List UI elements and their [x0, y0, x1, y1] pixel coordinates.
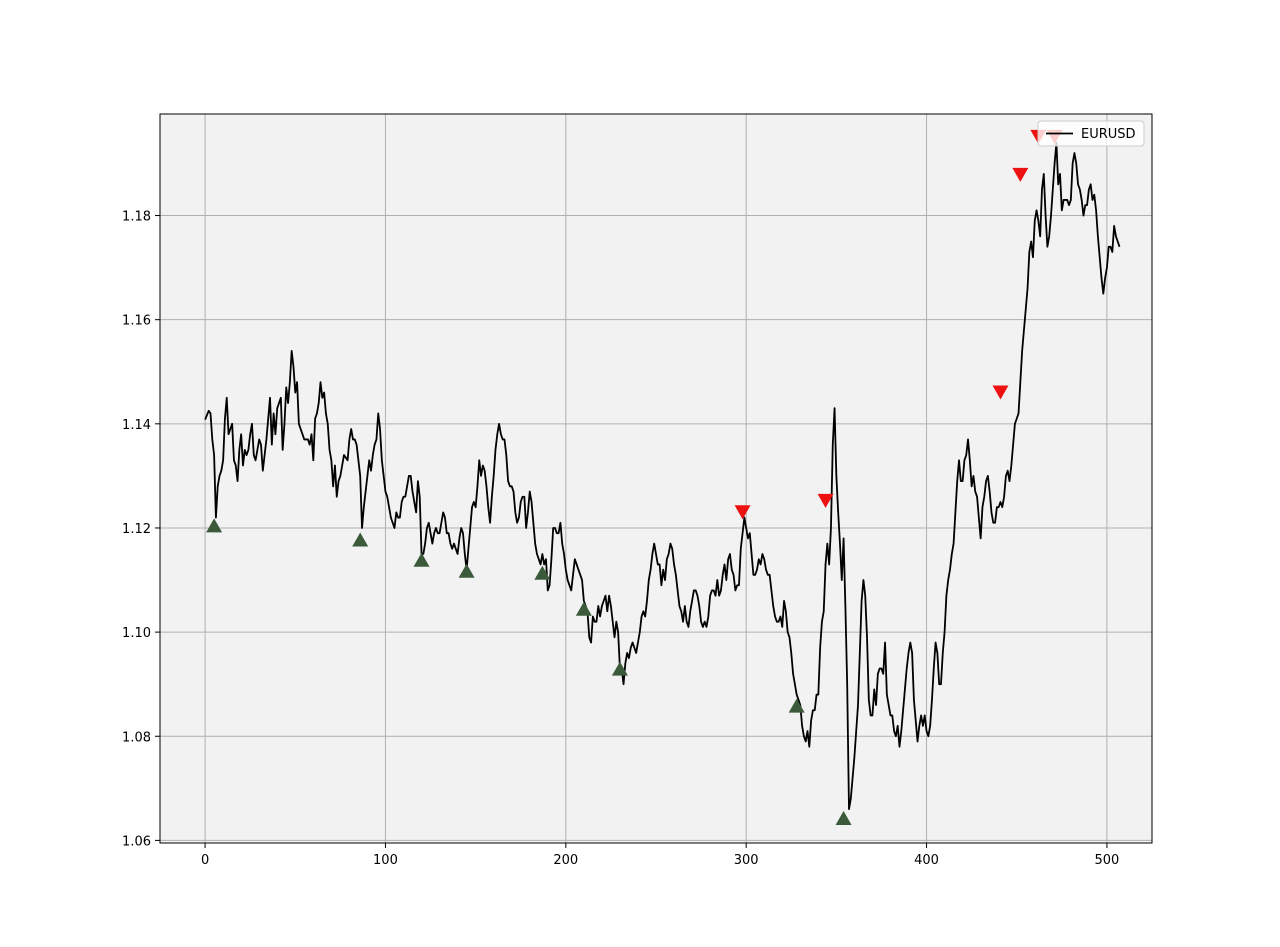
- buy-marker: [458, 563, 475, 578]
- legend-label: EURUSD: [1081, 127, 1136, 142]
- x-tick-label: 300: [734, 853, 759, 868]
- y-tick-label: 1.16: [122, 314, 151, 329]
- x-tick-label: 500: [1094, 853, 1119, 868]
- sell-marker: [1012, 167, 1029, 182]
- sell-marker: [734, 505, 751, 520]
- y-tick-label: 1.14: [122, 418, 151, 433]
- axis-ticks: 0 100 200 300 400 500 1.06 1.08 1.10 1.12 1.14 1.16…: [122, 210, 1119, 868]
- legend: EURUSD: [1037, 120, 1145, 147]
- buy-marker: [835, 811, 852, 826]
- plot-area-background: [160, 114, 1152, 843]
- x-tick-label: 0: [201, 853, 209, 868]
- y-tick-label: 1.06: [122, 834, 151, 849]
- x-tick-label: 400: [914, 853, 939, 868]
- x-tick-label: 200: [553, 853, 578, 868]
- y-tick-label: 1.12: [122, 522, 151, 537]
- buy-marker: [413, 552, 430, 567]
- buy-marker: [352, 532, 369, 547]
- sell-marker: [817, 493, 834, 508]
- y-tick-label: 1.08: [122, 730, 151, 745]
- buy-marker: [206, 518, 223, 533]
- series-line-eurusd: [204, 141, 1121, 811]
- buy-marker: [788, 698, 805, 713]
- plot-frame: [159, 113, 1153, 844]
- x-tick-label: 100: [373, 853, 398, 868]
- y-tick-label: 1.10: [122, 626, 151, 641]
- grid-lines: [160, 114, 1152, 843]
- legend-box: [1037, 120, 1145, 147]
- y-tick-label: 1.18: [122, 210, 151, 225]
- series-layer: [204, 141, 1121, 811]
- buy-marker: [575, 601, 592, 616]
- sell-marker: [992, 385, 1009, 400]
- buy-marker: [534, 565, 551, 580]
- buy-marker: [611, 661, 628, 676]
